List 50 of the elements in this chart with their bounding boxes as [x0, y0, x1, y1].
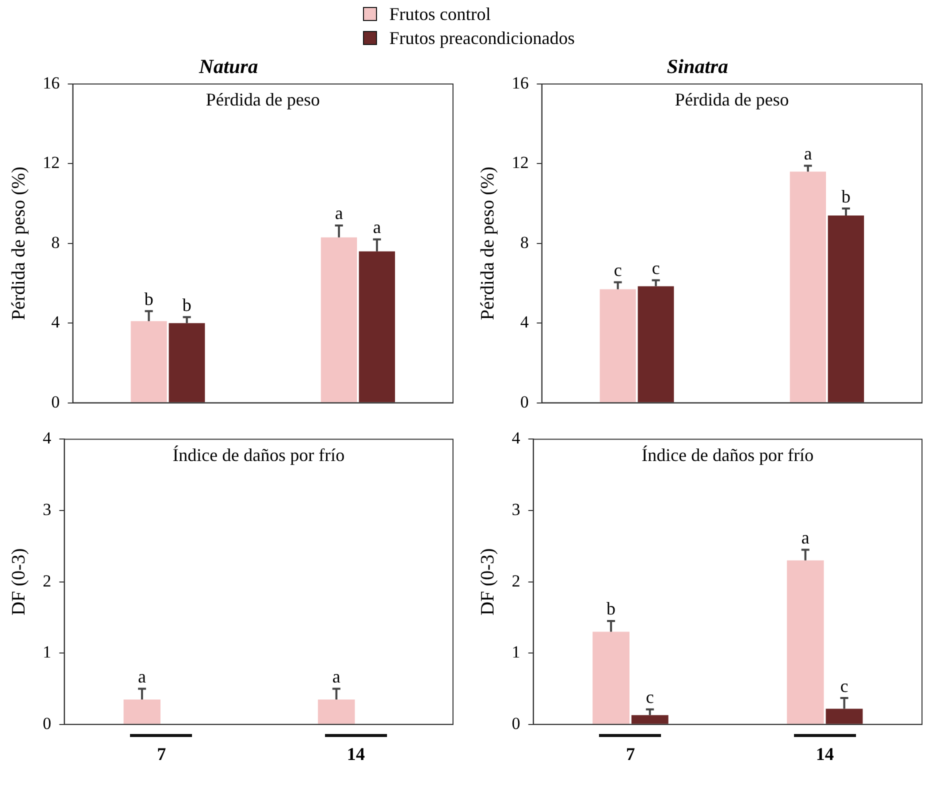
x-tick-label: 7: [626, 744, 635, 764]
y-tick-label: 3: [42, 500, 52, 519]
y-tick-label: 16: [42, 73, 60, 92]
y-tick-label: 4: [512, 428, 521, 448]
legend-label: Frutos control: [389, 3, 491, 26]
y-axis-title: Pérdida de peso (%): [8, 166, 30, 320]
y-tick-label: 0: [42, 714, 52, 733]
data-label: a: [801, 527, 810, 548]
y-tick-label: 0: [51, 392, 60, 412]
y-tick-label: 8: [51, 232, 60, 252]
chart-subtitle: Índice de daños por frío: [642, 444, 814, 465]
chart-subtitle: Índice de daños por frío: [172, 444, 345, 465]
y-tick-label: 16: [512, 73, 529, 92]
x-tick-label: 14: [346, 744, 365, 764]
y-tick-label: 3: [512, 500, 520, 519]
data-label: c: [652, 258, 660, 278]
y-axis-title: DF (0-3): [8, 548, 30, 616]
data-label: c: [840, 676, 848, 696]
y-tick-label: 4: [42, 428, 52, 448]
y-tick-label: 2: [512, 571, 520, 590]
y-tick-label: 4: [51, 312, 60, 332]
y-tick-label: 12: [512, 153, 529, 172]
y-tick-label: 2: [42, 571, 52, 590]
y-tick-label: 0: [520, 392, 529, 412]
legend-label: Frutos preacondicionados: [389, 27, 575, 50]
y-tick-label: 0: [512, 714, 520, 733]
chart-title: Sinatra: [666, 56, 728, 78]
data-label: a: [804, 143, 812, 164]
data-label: b: [841, 186, 850, 206]
x-tick-label: 14: [816, 744, 834, 764]
data-label: b: [144, 288, 154, 309]
data-label: c: [614, 260, 622, 280]
data-label: a: [334, 203, 343, 224]
y-tick-label: 4: [520, 312, 530, 332]
y-tick-label: 12: [42, 153, 60, 172]
data-label: c: [646, 687, 654, 708]
y-tick-label: 1: [42, 642, 52, 662]
data-label: b: [182, 294, 192, 315]
y-tick-label: 8: [520, 232, 529, 252]
y-axis-title: DF (0-3): [477, 548, 498, 616]
chart-subtitle: Pérdida de peso: [206, 90, 320, 110]
data-label: a: [138, 666, 146, 686]
data-label: a: [332, 666, 340, 686]
chart-title: Natura: [198, 56, 258, 78]
data-label: a: [372, 217, 381, 238]
chart-subtitle: Pérdida de peso: [674, 90, 789, 110]
data-label: b: [606, 598, 616, 619]
y-tick-label: 1: [512, 642, 520, 662]
y-axis-title: Pérdida de peso (%): [477, 166, 498, 320]
x-tick-label: 7: [156, 744, 166, 764]
